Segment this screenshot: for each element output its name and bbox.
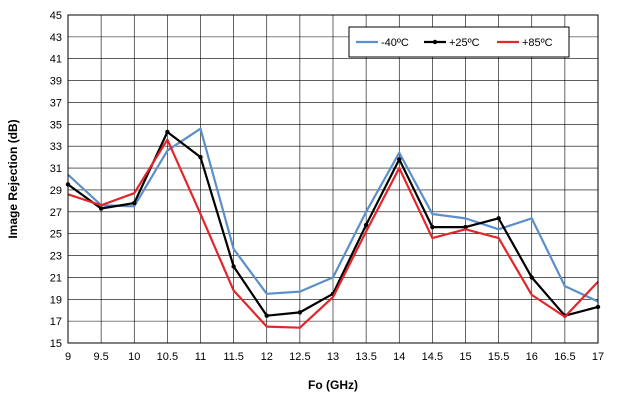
- x-tick-label: 17: [592, 351, 604, 363]
- y-axis-title: Image Rejection (dB): [6, 119, 20, 238]
- x-tick-label: 10.5: [157, 351, 178, 363]
- y-tick-label: 35: [50, 119, 62, 131]
- y-tick-label: 19: [50, 294, 62, 306]
- data-point: [463, 224, 468, 230]
- x-tick-label: 15: [459, 351, 471, 363]
- y-tick-label: 17: [50, 316, 62, 328]
- x-tick-label: 11: [195, 351, 206, 363]
- y-tick-label: 43: [50, 32, 62, 44]
- x-tick-label: 13.5: [355, 351, 376, 363]
- legend-marker: [432, 39, 438, 45]
- y-tick-label: 45: [50, 10, 62, 22]
- y-tick-label: 15: [50, 338, 62, 350]
- x-tick-label: 9: [65, 351, 71, 363]
- x-axis-title: Fo (GHz): [308, 378, 358, 392]
- x-tick-label: 16: [526, 351, 538, 363]
- legend-label-1: +25ºC: [449, 37, 480, 49]
- x-tick-label: 10: [128, 351, 140, 363]
- data-point: [297, 310, 303, 315]
- data-point: [264, 313, 269, 318]
- data-point: [363, 222, 369, 228]
- x-tick-label: 11.5: [223, 351, 244, 363]
- data-point: [198, 154, 203, 160]
- data-point: [98, 206, 104, 211]
- x-tick-label: 9.5: [93, 351, 108, 363]
- series-line-2: [67, 138, 599, 329]
- data-point: [397, 157, 402, 162]
- x-tick-label: 14: [393, 351, 405, 363]
- data-point: [165, 129, 170, 135]
- legend-label-0: -40ºC: [381, 37, 409, 49]
- x-tick-label: 15.5: [488, 351, 509, 363]
- y-tick-label: 25: [50, 229, 62, 241]
- x-tick-labels: 9 9.5 10 10.5 11 11.5 12 12.5 13 13.5 14 14.5 15 15.5…: [65, 351, 604, 363]
- data-point: [231, 264, 236, 269]
- y-tick-label: 41: [50, 54, 62, 66]
- y-tick-label: 23: [50, 251, 62, 263]
- legend-box: [348, 26, 570, 58]
- x-tick-label: 16.5: [554, 351, 575, 363]
- data-point: [430, 224, 435, 230]
- x-tick-label: 12: [261, 351, 273, 363]
- data-point: [529, 275, 534, 280]
- y-tick-label: 27: [50, 207, 62, 219]
- legend-label-2: +85ºC: [522, 37, 553, 49]
- y-tick-label: 37: [50, 97, 62, 109]
- y-tick-label: 29: [50, 185, 62, 197]
- series-line-0: [67, 127, 599, 303]
- y-tick-label: 39: [50, 76, 62, 88]
- legend: -40ºC +25ºC +85ºC: [348, 26, 570, 58]
- plot-area-frame: [67, 14, 599, 344]
- x-tick-label: 12.5: [289, 351, 310, 363]
- x-tick-label: 13: [327, 351, 339, 363]
- data-point: [132, 200, 137, 206]
- y-tick-label: 33: [50, 141, 62, 153]
- y-tick-labels: 15 17 19 21 23 25 27 29 31 33 35 37 39 41 43 45: [50, 10, 62, 350]
- y-tick-label: 21: [50, 272, 62, 284]
- y-tick-label: 31: [50, 163, 62, 175]
- data-point: [496, 216, 501, 221]
- x-tick-label: 14.5: [422, 351, 443, 363]
- series-lines: [65, 127, 601, 329]
